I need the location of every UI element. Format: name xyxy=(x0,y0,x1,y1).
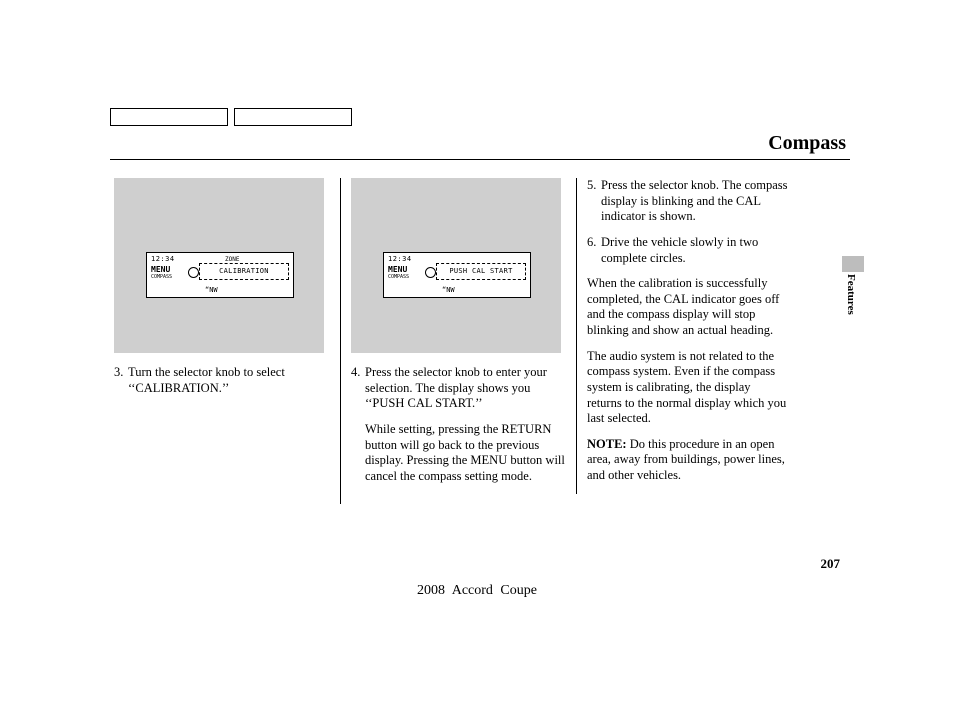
column-3: 5. Press the selector knob. The compass … xyxy=(576,178,792,494)
page-number: 207 xyxy=(821,556,841,572)
display-illustration-2: 12:34 MENU COMPASS PUSH CAL START “NW xyxy=(351,178,561,353)
step-3: 3. Turn the selector knob to select ‘‘CA… xyxy=(114,365,330,396)
step-6: 6. Drive the vehicle slowly in two compl… xyxy=(587,235,788,266)
lcd1-nw: “NW xyxy=(205,286,218,295)
page-title: Compass xyxy=(110,132,850,155)
step-5: 5. Press the selector knob. The compass … xyxy=(587,178,788,225)
footer-model: 2008 Accord Coupe xyxy=(0,583,954,599)
side-tab xyxy=(842,256,864,272)
lcd2-time: 12:34 xyxy=(388,255,412,264)
column-2: 12:34 MENU COMPASS PUSH CAL START “NW 4.… xyxy=(340,178,570,504)
step-4-text: Press the selector knob to enter your se… xyxy=(365,365,566,412)
lcd2-nw: “NW xyxy=(442,286,455,295)
step-3-number: 3. xyxy=(114,365,128,396)
column-1: 12:34 MENU COMPASS ZONE CALIBRATION “NW … xyxy=(110,178,334,406)
lcd-2: 12:34 MENU COMPASS PUSH CAL START “NW xyxy=(383,252,531,298)
step-5-text: Press the selector knob. The compass dis… xyxy=(601,178,788,225)
audio-system-para: The audio system is not related to the c… xyxy=(587,349,788,427)
calibration-complete-para: When the calibration is successfully com… xyxy=(587,276,788,339)
columns: 12:34 MENU COMPASS ZONE CALIBRATION “NW … xyxy=(110,178,850,530)
header-tab-2 xyxy=(234,108,352,126)
step-6-text: Drive the vehicle slowly in two complete… xyxy=(601,235,788,266)
step-4-number: 4. xyxy=(351,365,365,494)
title-rule xyxy=(110,159,850,160)
step-6-number: 6. xyxy=(587,235,601,266)
step-4-note: While setting, pressing the RETURN butto… xyxy=(365,422,566,485)
side-section-label: Features xyxy=(845,274,857,315)
lcd-1: 12:34 MENU COMPASS ZONE CALIBRATION “NW xyxy=(146,252,294,298)
lcd1-compass-label: COMPASS xyxy=(151,274,172,280)
step-4: 4. Press the selector knob to enter your… xyxy=(351,365,566,494)
note-label: NOTE: xyxy=(587,437,627,451)
header-tabs xyxy=(110,108,850,126)
lcd2-selection-box: PUSH CAL START xyxy=(436,263,526,280)
step-3-text: Turn the selector knob to select ‘‘CALIB… xyxy=(128,365,330,396)
lcd2-compass-label: COMPASS xyxy=(388,274,409,280)
lcd1-selection-box: CALIBRATION xyxy=(199,263,289,280)
note-para: NOTE: Do this procedure in an open area,… xyxy=(587,437,788,484)
display-illustration-1: 12:34 MENU COMPASS ZONE CALIBRATION “NW xyxy=(114,178,324,353)
header-tab-1 xyxy=(110,108,228,126)
step-5-number: 5. xyxy=(587,178,601,225)
lcd1-time: 12:34 xyxy=(151,255,175,264)
